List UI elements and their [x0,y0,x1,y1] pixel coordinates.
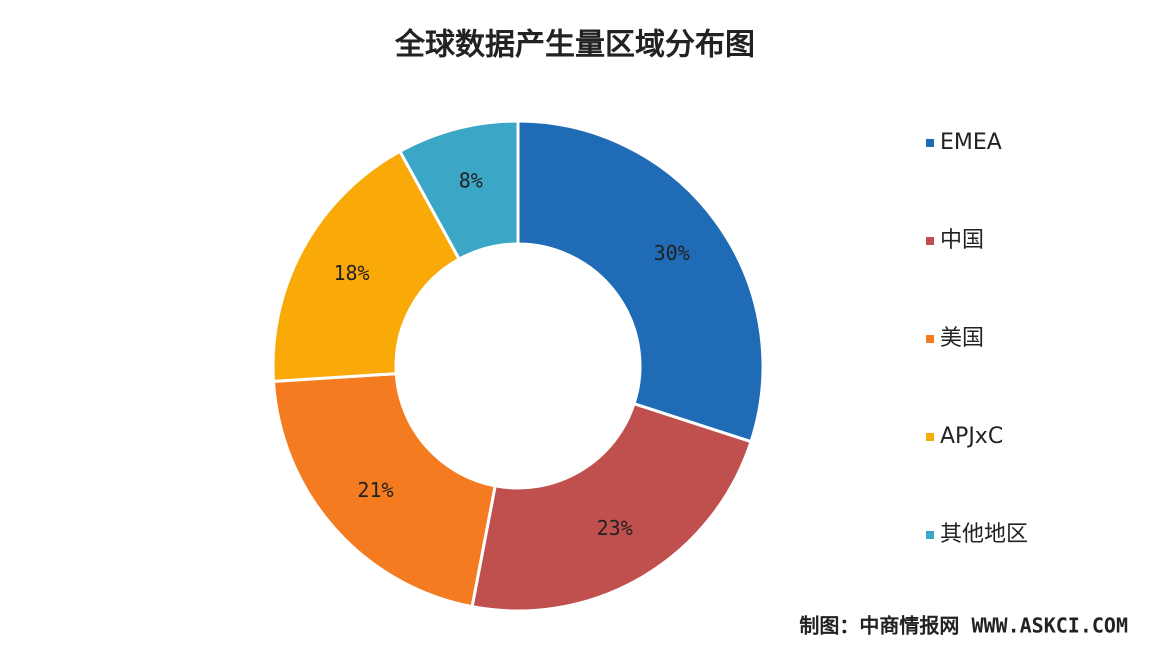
legend-swatch [926,139,934,147]
data-label: 18% [333,261,369,285]
legend-swatch [926,433,934,441]
chart-title: 全球数据产生量区域分布图 [394,28,755,63]
legend-label: 其他地区 [940,522,1028,547]
data-label: 8% [459,168,483,192]
legend-label: EMEA [940,130,1002,155]
data-label: 21% [357,478,393,502]
donut-slice [271,149,462,383]
data-label: 30% [654,241,690,265]
legend-label: 中国 [940,228,984,253]
donut-slice [271,372,497,609]
donut-slice [470,401,753,613]
legend-swatch [926,335,934,343]
legend-label: APJxC [940,424,1003,449]
data-label: 23% [597,516,633,540]
legend-swatch [926,237,934,245]
donut-slice [516,119,765,444]
donut-slice [397,119,520,262]
legend-label: 美国 [940,326,984,351]
source-note: 制图：中商情报网 WWW.ASKCI.COM [799,614,1128,638]
legend-swatch [926,531,934,539]
